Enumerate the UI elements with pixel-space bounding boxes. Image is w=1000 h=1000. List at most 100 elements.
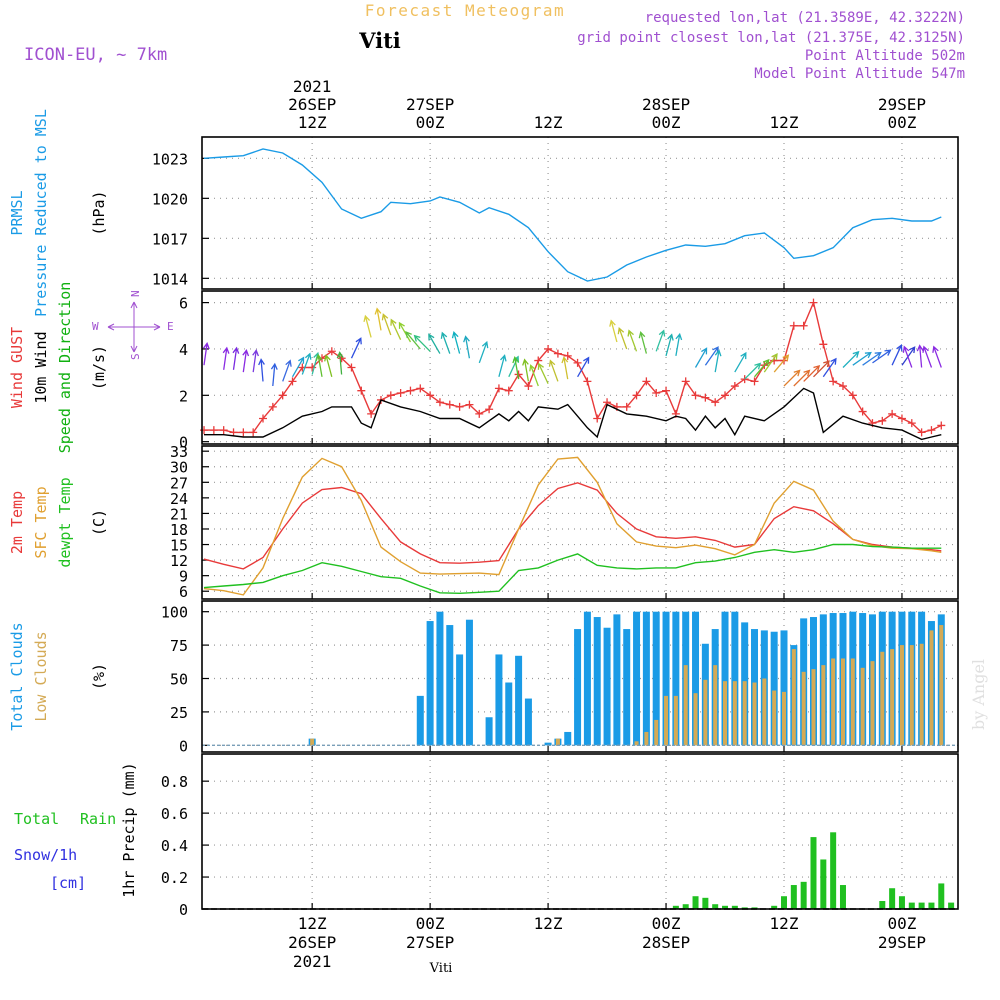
wind-direction-arrow	[922, 345, 933, 368]
gust-marker	[485, 405, 494, 414]
low-cloud-bar	[703, 679, 708, 746]
rain-bar	[898, 896, 905, 909]
wind-direction-arrow	[413, 334, 431, 352]
gust-marker	[426, 391, 435, 400]
total-cloud-bar	[436, 611, 444, 746]
gust-marker	[927, 426, 936, 435]
low-cloud-bar	[909, 645, 914, 746]
low-cloud-bar	[772, 690, 777, 746]
wind-direction-arrow	[398, 321, 412, 343]
total-cloud-bar	[495, 654, 503, 746]
gust-marker	[406, 386, 415, 395]
gust-marker	[416, 384, 425, 393]
low-cloud-bar	[919, 643, 924, 746]
wind-direction-arrow	[498, 354, 507, 377]
wind-direction-arrow	[627, 329, 638, 352]
footer-location: Viti	[429, 961, 453, 976]
rain-bar	[839, 885, 846, 909]
wind-direction-arrow	[872, 349, 892, 364]
gust-marker	[662, 386, 671, 395]
y-tick-label: 100	[161, 604, 188, 622]
low-cloud-bar	[654, 719, 659, 746]
time-label: 00Z	[416, 914, 445, 933]
low-cloud-bar	[791, 649, 796, 746]
time-label: 29SEP	[878, 933, 926, 952]
wind-direction-arrow	[852, 351, 872, 366]
y-tick-label: 1020	[152, 190, 188, 208]
gust-marker	[583, 377, 592, 386]
rain-bar	[731, 905, 738, 909]
y-tick-label: 1017	[152, 230, 188, 248]
wind-direction-arrow	[862, 351, 882, 366]
total-cloud-bar	[564, 731, 572, 746]
wind-direction-arrow	[694, 347, 708, 368]
y-tick-label: 50	[170, 671, 188, 689]
legend-snow-unit: [cm]	[50, 874, 86, 892]
panel-frame	[201, 600, 959, 753]
total-cloud-bar	[603, 627, 611, 746]
low-cloud-bar	[782, 691, 786, 746]
gust-marker	[711, 398, 720, 407]
low-cloud-bar	[673, 695, 678, 746]
time-label-top: 27SEP	[406, 95, 454, 114]
wind-direction-arrow	[714, 349, 722, 373]
time-label-top: 26SEP	[288, 95, 336, 114]
gust-marker	[681, 377, 690, 386]
gust-marker	[229, 428, 238, 437]
gridpoint-coords: grid point closest lon,lat (21.375E, 42.…	[577, 30, 965, 46]
series-dewpt-temp	[203, 543, 942, 595]
gust-marker	[573, 358, 582, 367]
series-2m-temp	[203, 482, 942, 570]
rain-bar	[771, 905, 778, 909]
wind-direction-arrow	[734, 351, 747, 373]
total-cloud-bar	[515, 655, 523, 746]
compass-cross	[107, 301, 161, 353]
gust-marker	[691, 391, 700, 400]
rain-bar	[800, 881, 807, 909]
time-label: 28SEP	[642, 933, 690, 952]
wind-direction-arrow	[291, 356, 305, 378]
wind-direction-arrow	[665, 333, 674, 357]
gust-marker	[937, 421, 946, 430]
low-cloud-bar	[555, 738, 560, 746]
wind-direction-arrow	[336, 351, 344, 375]
wind-direction-arrow	[390, 318, 402, 340]
wind-direction-arrow	[451, 330, 461, 354]
gust-marker	[445, 400, 454, 409]
pressure-panel: 1014 1017 1020 1023 PRMSL Pressure Reduced to…	[8, 109, 959, 317]
wind-direction-arrow	[537, 362, 549, 384]
y-tick-label: 6	[179, 583, 188, 601]
y-tick-label: 1014	[152, 270, 188, 288]
panel-label: Speed and Direction	[56, 282, 74, 454]
wind-direction-arrow	[522, 358, 530, 382]
wind-direction-arrow	[512, 356, 520, 380]
gust-marker	[553, 349, 562, 358]
total-cloud-bar	[465, 619, 473, 746]
gust-marker	[386, 391, 395, 400]
gust-marker	[740, 375, 749, 384]
wind-direction-arrow	[440, 331, 451, 354]
time-label: 26SEP	[288, 933, 336, 952]
total-cloud-bar	[613, 614, 621, 746]
y-tick-label: 2	[179, 387, 188, 405]
gust-marker	[327, 347, 336, 356]
y-tick-label: 33	[170, 443, 188, 461]
gust-marker	[897, 414, 906, 423]
rain-bar	[702, 897, 709, 909]
wind-direction-arrow	[529, 364, 539, 387]
wind-direction-arrow	[374, 307, 382, 331]
total-cloud-bar	[544, 742, 552, 746]
panel-label: (hPa)	[90, 190, 108, 235]
low-cloud-bar	[762, 678, 767, 746]
gust-marker	[799, 321, 808, 330]
low-cloud-bar	[860, 667, 865, 746]
panel-label: (C)	[90, 509, 108, 536]
time-label-top: 12Z	[770, 113, 799, 132]
total-cloud-bar	[721, 611, 729, 746]
clouds-panel: 0 25 50 75 100 Total Clouds Low Clouds (%)	[8, 600, 959, 755]
gust-marker	[504, 386, 513, 395]
wind-direction-arrow	[704, 346, 719, 366]
wind-direction-arrow	[324, 354, 333, 377]
